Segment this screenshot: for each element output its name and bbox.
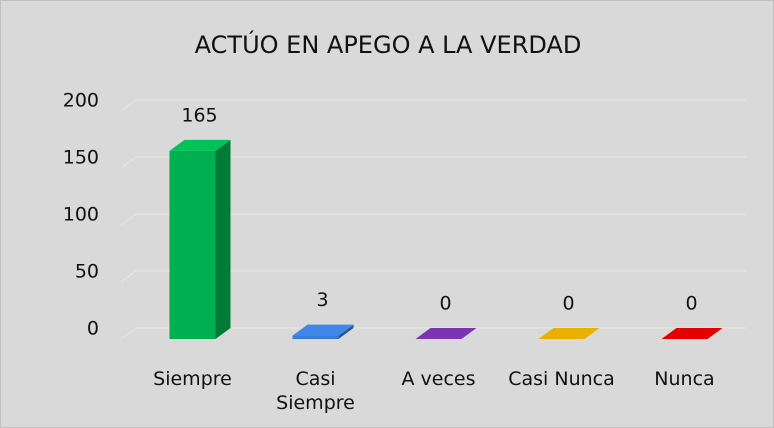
- value-label: 0: [685, 293, 697, 315]
- grid-line: [120, 270, 746, 283]
- bar-top: [169, 139, 231, 151]
- value-label: 0: [562, 293, 574, 315]
- bar-top: [292, 324, 354, 336]
- value-label: 165: [181, 104, 217, 126]
- chart-title: ACTÚO EN APEGO A LA VERDAD: [195, 29, 582, 59]
- value-label: 0: [439, 293, 451, 315]
- y-tick-label: 50: [75, 261, 99, 283]
- x-tick-label: Nunca: [654, 368, 715, 390]
- bar-top: [538, 328, 600, 339]
- x-tick-label: Casi Siempre: [276, 368, 355, 414]
- bar-side: [338, 324, 354, 339]
- y-tick-label: 200: [63, 90, 99, 112]
- grid-line: [120, 99, 746, 112]
- bar: [169, 150, 216, 339]
- grid-line: [120, 213, 746, 226]
- bar: [292, 335, 339, 339]
- y-tick-label: 0: [87, 318, 99, 340]
- bar-side: [215, 139, 231, 339]
- value-label: 3: [316, 289, 328, 311]
- grid-line: [120, 327, 746, 340]
- y-tick-label: 150: [63, 147, 99, 169]
- grid-line: [120, 156, 746, 169]
- x-tick-label: Casi Nunca: [508, 368, 615, 390]
- x-tick-label: A veces: [401, 368, 476, 390]
- x-tick-label: Siempre: [153, 368, 232, 390]
- bar-top: [661, 328, 723, 339]
- bar-top: [415, 328, 477, 339]
- y-tick-label: 100: [63, 204, 99, 226]
